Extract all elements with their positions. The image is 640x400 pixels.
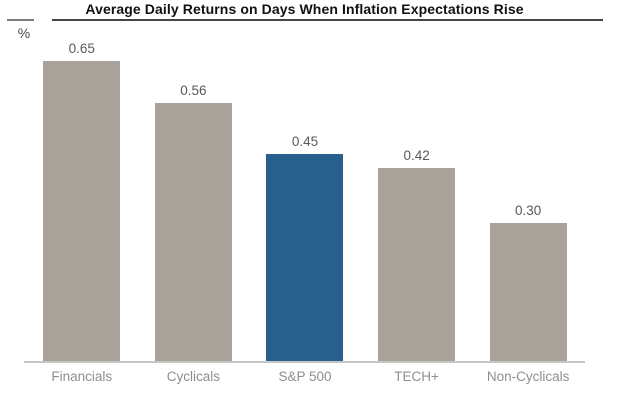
bar-non-cyclicals	[489, 223, 567, 362]
bar-group-non-cyclicals: 0.30	[472, 20, 584, 362]
bar-group-financials: 0.65	[26, 20, 138, 362]
y-axis-unit-label: %	[17, 25, 31, 41]
category-label-financials: Financials	[51, 369, 113, 384]
bar-tech	[378, 168, 456, 362]
bar-value-label: 0.45	[291, 134, 319, 149]
category-label-cyclicals: Cyclicals	[166, 369, 221, 384]
bar-financials	[43, 61, 121, 362]
bar-cyclicals	[154, 103, 232, 362]
category-label-tech: TECH+	[394, 369, 439, 384]
bar-value-label: 0.56	[180, 83, 207, 98]
bar-group-cyclicals: 0.56	[138, 20, 250, 362]
bar-s-p-500	[266, 154, 344, 362]
title-underline	[52, 19, 603, 21]
x-axis-line	[24, 361, 585, 363]
plot-area: 0.65 0.56 0.45 0.42 0.30	[26, 20, 584, 362]
category-label-non-cyclicals: Non-Cyclicals	[486, 369, 570, 384]
bar-value-label: 0.30	[515, 203, 542, 218]
bar-value-label: 0.65	[68, 41, 95, 56]
category-label-s-p-500: S&P 500	[278, 369, 332, 384]
bar-value-label: 0.42	[403, 148, 430, 163]
chart-title: Average Daily Returns on Days When Infla…	[85, 1, 524, 17]
bar-group-s-p-500: 0.45	[249, 20, 361, 362]
unit-axis-rule	[7, 19, 34, 21]
category-labels: Financials Cyclicals S&P 500 TECH+ Non-Cycli…	[26, 369, 584, 384]
bar-group-tech: 0.42	[361, 20, 473, 362]
